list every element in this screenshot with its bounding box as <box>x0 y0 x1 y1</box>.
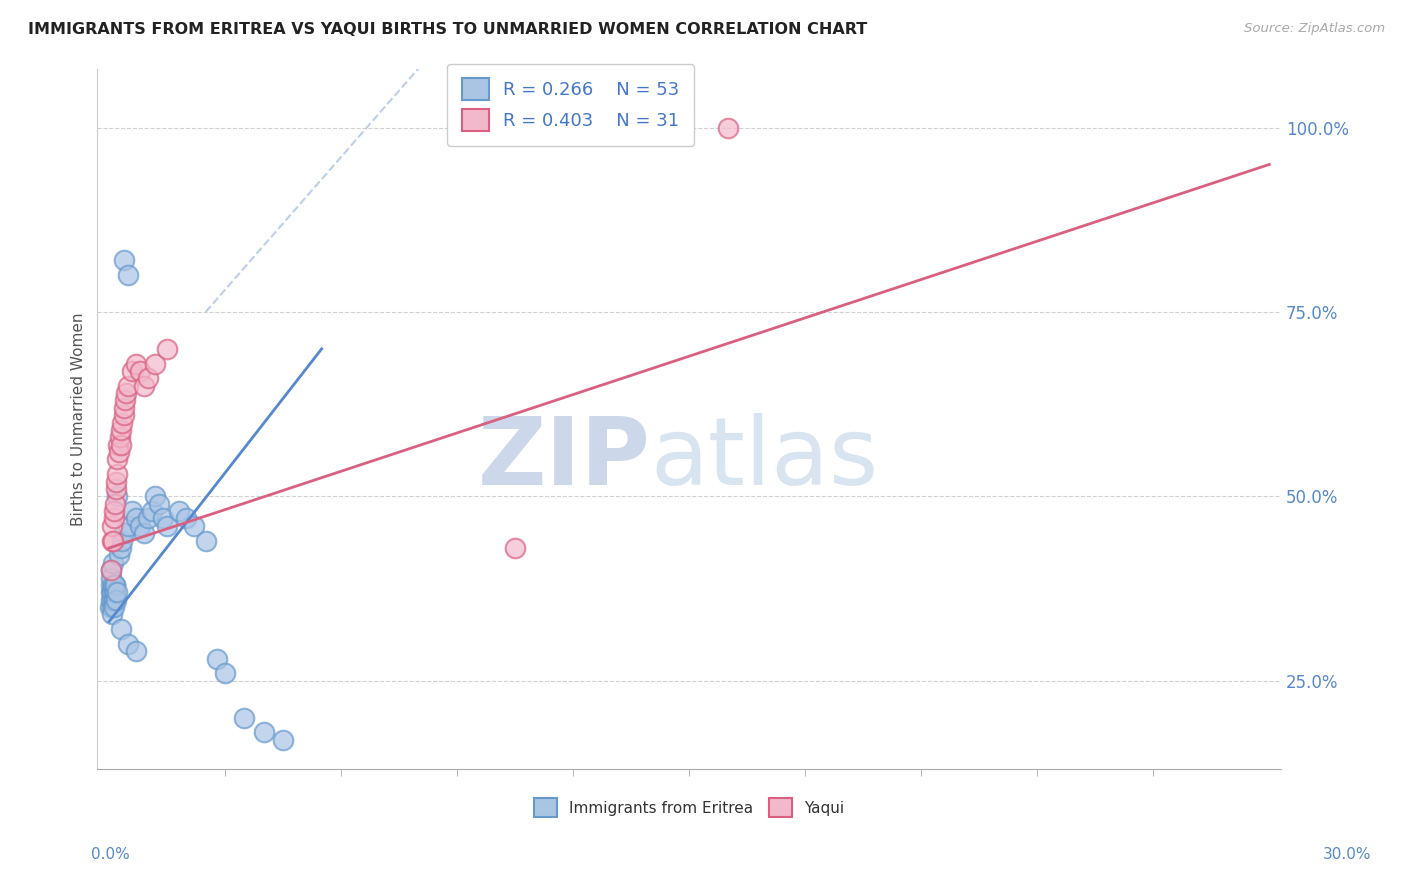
Point <box>103 585 125 599</box>
Point <box>132 526 155 541</box>
Point <box>103 504 125 518</box>
Point <box>233 711 256 725</box>
Point <box>503 541 526 555</box>
Point <box>104 592 127 607</box>
Y-axis label: Births to Unmarried Women: Births to Unmarried Women <box>72 312 86 525</box>
Point <box>104 585 127 599</box>
Point <box>125 511 148 525</box>
Point <box>115 386 138 401</box>
Text: 0.0%: 0.0% <box>91 847 131 863</box>
Point <box>103 511 125 525</box>
Point <box>112 408 135 422</box>
Point <box>156 519 179 533</box>
Point <box>141 504 163 518</box>
Text: Source: ZipAtlas.com: Source: ZipAtlas.com <box>1244 22 1385 36</box>
Point <box>100 585 122 599</box>
Point <box>121 364 143 378</box>
Point <box>117 637 139 651</box>
Point <box>104 475 127 489</box>
Point <box>176 511 198 525</box>
Point <box>107 438 129 452</box>
Point <box>108 430 131 444</box>
Point <box>152 511 174 525</box>
Point <box>104 578 127 592</box>
Point <box>100 592 122 607</box>
Point <box>105 585 128 599</box>
Point <box>110 423 132 437</box>
Point <box>117 378 139 392</box>
Point <box>100 533 122 548</box>
Point <box>136 371 159 385</box>
Point <box>101 585 124 599</box>
Point <box>112 253 135 268</box>
Point <box>110 622 132 636</box>
Point <box>100 563 122 577</box>
Point <box>101 578 124 592</box>
Point <box>100 592 122 607</box>
Point <box>110 541 132 555</box>
Point <box>111 533 134 548</box>
Point <box>101 519 124 533</box>
Point <box>101 556 124 570</box>
Point <box>100 600 122 615</box>
Point <box>107 445 129 459</box>
Point <box>207 651 229 665</box>
Point <box>136 511 159 525</box>
Point <box>125 357 148 371</box>
Point <box>129 519 152 533</box>
Point <box>100 563 122 577</box>
Point <box>105 489 128 503</box>
Point <box>101 533 124 548</box>
Point <box>112 526 135 541</box>
Text: atlas: atlas <box>651 414 879 506</box>
Point <box>114 393 136 408</box>
Point <box>253 725 276 739</box>
Point <box>98 600 121 615</box>
Point <box>271 732 294 747</box>
Point <box>132 378 155 392</box>
Point <box>101 585 124 599</box>
Point <box>101 578 124 592</box>
Point <box>717 120 740 135</box>
Point <box>156 342 179 356</box>
Point <box>105 467 128 482</box>
Point <box>167 504 190 518</box>
Point <box>194 533 217 548</box>
Point <box>148 497 170 511</box>
Point <box>103 592 125 607</box>
Text: IMMIGRANTS FROM ERITREA VS YAQUI BIRTHS TO UNMARRIED WOMEN CORRELATION CHART: IMMIGRANTS FROM ERITREA VS YAQUI BIRTHS … <box>28 22 868 37</box>
Point <box>214 666 236 681</box>
Text: ZIP: ZIP <box>478 414 651 506</box>
Point <box>183 519 205 533</box>
Point <box>100 578 122 592</box>
Point <box>145 489 167 503</box>
Point <box>125 644 148 658</box>
Point <box>101 607 124 622</box>
Point <box>145 357 167 371</box>
Legend: Immigrants from Eritrea, Yaqui: Immigrants from Eritrea, Yaqui <box>527 791 852 825</box>
Point <box>107 452 129 467</box>
Point <box>107 549 129 563</box>
Point <box>104 482 127 496</box>
Point <box>112 401 135 415</box>
Point <box>121 504 143 518</box>
Text: 30.0%: 30.0% <box>1323 847 1371 863</box>
Point <box>103 592 125 607</box>
Point <box>104 578 127 592</box>
Point <box>117 268 139 282</box>
Point <box>104 497 127 511</box>
Point <box>111 416 134 430</box>
Point <box>117 519 139 533</box>
Point <box>110 438 132 452</box>
Point <box>129 364 152 378</box>
Point <box>103 600 125 615</box>
Point <box>100 570 122 584</box>
